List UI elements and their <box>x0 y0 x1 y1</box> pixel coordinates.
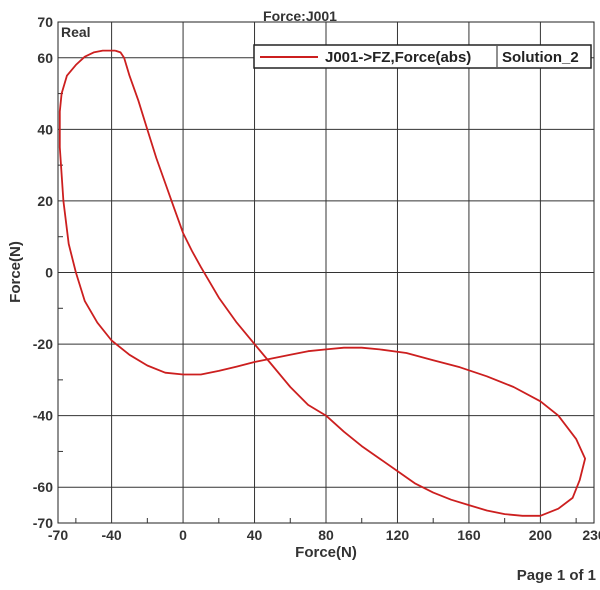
legend: J001->FZ,Force(abs) Solution_2 <box>253 44 592 69</box>
axis-ticks: -70-4004080120160200230706040200-20-40-6… <box>33 14 600 543</box>
x-tick-label: 200 <box>529 527 553 543</box>
y-tick-label: 60 <box>37 50 53 66</box>
y-tick-label: -20 <box>33 336 53 352</box>
x-tick-label: 120 <box>386 527 410 543</box>
corner-label: Real <box>61 24 91 40</box>
legend-series-name: J001->FZ,Force(abs) <box>325 49 471 66</box>
x-tick-label: 0 <box>179 527 187 543</box>
series-layer <box>58 49 586 517</box>
x-tick-label: 160 <box>457 527 481 543</box>
x-tick-label: 230 <box>582 527 600 543</box>
y-tick-label: 40 <box>37 121 53 137</box>
legend-box <box>253 44 592 69</box>
x-axis-label: Force(N) <box>295 544 357 561</box>
y-tick-label: 0 <box>45 265 53 281</box>
y-tick-label: -70 <box>33 515 53 531</box>
y-tick-label: -60 <box>33 479 53 495</box>
x-tick-label: -40 <box>101 527 121 543</box>
x-tick-label: 80 <box>318 527 334 543</box>
chart-title: Force:J001 <box>263 8 337 24</box>
y-tick-label: -40 <box>33 408 53 424</box>
y-tick-label: 70 <box>37 14 53 30</box>
x-tick-label: 40 <box>247 527 263 543</box>
x-tick-label: -70 <box>48 527 68 543</box>
page-indicator: Page 1 of 1 <box>516 567 596 584</box>
series-line <box>58 49 586 517</box>
y-axis-label: Force(N) <box>7 241 24 303</box>
legend-series-suffix: Solution_2 <box>502 49 579 66</box>
y-tick-label: 20 <box>37 193 53 209</box>
